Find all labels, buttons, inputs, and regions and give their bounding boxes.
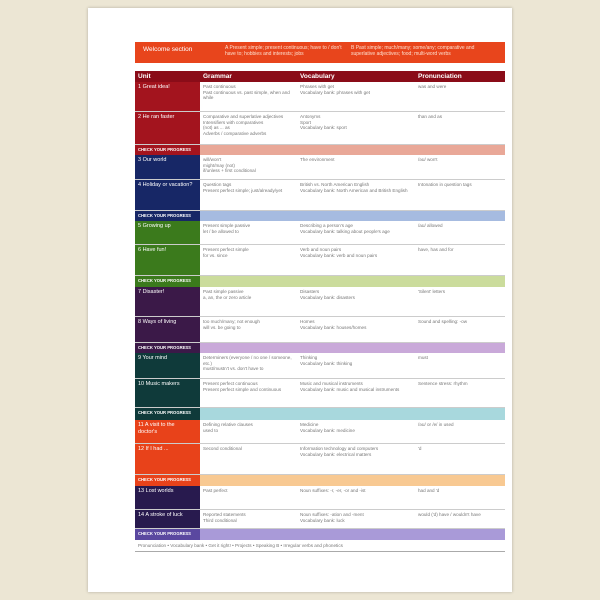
cell-grammar: Present perfect continuous Present perfe…	[203, 381, 282, 392]
cell-pronunciation: Sentence stress: rhythm	[418, 381, 468, 386]
cell-grammar: Defining relative clauses used to	[203, 422, 253, 433]
header-grammar: Grammar	[203, 73, 232, 80]
cell-grammar: Past simple passive a, an, the or zero a…	[203, 289, 252, 300]
check-your-progress-label: CHECK YOUR PROGRESS	[135, 276, 200, 287]
cell-unit: 8 Ways of living	[135, 317, 200, 342]
check-your-progress-label: CHECK YOUR PROGRESS	[135, 529, 200, 540]
cell-pronunciation: 'd	[418, 446, 422, 451]
cell-grammar: Present simple passive let / be allowed …	[203, 223, 251, 234]
cell-vocabulary: Music and musical instruments Vocabulary…	[300, 381, 400, 392]
cell-vocabulary: Thinking Vocabulary bank: thinking	[300, 355, 353, 366]
cell-vocabulary: Medicine Vocabulary bank: medicine	[300, 422, 355, 433]
check-your-progress-label: CHECK YOUR PROGRESS	[135, 408, 200, 420]
welcome-part-a: A Present simple; present continuous; ha…	[225, 45, 342, 57]
cell-pronunciation: Sound and spelling: -ow	[418, 319, 468, 324]
check-your-progress-label: CHECK YOUR PROGRESS	[135, 475, 200, 486]
check-your-progress-row: CHECK YOUR PROGRESS	[135, 211, 505, 221]
header-pronunciation: Pronunciation	[418, 73, 462, 80]
cell-pronunciation: /aʊ/ allowed	[418, 223, 443, 228]
table-row: 7 Disaster! Past simple passive a, an, th…	[135, 287, 505, 317]
check-your-progress-label: CHECK YOUR PROGRESS	[135, 343, 200, 353]
check-your-progress-label: CHECK YOUR PROGRESS	[135, 211, 200, 221]
cell-pronunciation: than and as	[418, 114, 443, 119]
table-row: 2 He ran faster Comparative and superlati…	[135, 112, 505, 145]
cell-vocabulary: Phrases with get Vocabulary bank: phrase…	[300, 84, 370, 95]
cell-vocabulary: Antonyms Sport Vocabulary bank: sport	[300, 114, 347, 131]
cell-pronunciation: /əʊ/ or /e/ in used	[418, 422, 454, 427]
table-row: 11 A visit to the doctor's Defining relat…	[135, 420, 505, 444]
table-header: Unit Grammar Vocabulary Pronunciation	[135, 71, 505, 82]
table-row: 3 Our world will/won't might/may (not) if…	[135, 155, 505, 180]
cell-unit: 6 Have fun!	[135, 245, 200, 275]
welcome-part-b: B Past simple; much/many; some/any; comp…	[351, 45, 475, 57]
table-row: 8 Ways of living too much/many; not enoug…	[135, 317, 505, 343]
header-vocabulary: Vocabulary	[300, 73, 335, 80]
cell-vocabulary: Noun suffixes: -r, -er, -or and -ist	[300, 488, 366, 493]
cell-grammar: will/won't might/may (not) if/unless + f…	[203, 157, 256, 174]
cell-pronunciation: must	[418, 355, 428, 360]
contents-table: Unit Grammar Vocabulary Pronunciation 1 …	[135, 71, 505, 552]
cell-grammar: Second conditional	[203, 446, 242, 451]
cell-grammar: Determiners (everyone / no one / someone…	[203, 355, 292, 372]
check-your-progress-label: CHECK YOUR PROGRESS	[135, 145, 200, 155]
table-row: 12 If I had ... Second conditional Informa…	[135, 444, 505, 475]
table-row: 14 A stroke of luck Reported statements T…	[135, 510, 505, 529]
cell-pronunciation: /əʊ/ won't	[418, 157, 438, 162]
cell-unit: 14 A stroke of luck	[135, 510, 200, 528]
cell-grammar: too much/many; not enough will vs. be go…	[203, 319, 260, 330]
cell-pronunciation: had and 'd	[418, 488, 440, 493]
cell-pronunciation: would ('d) have / wouldn't have	[418, 512, 481, 517]
cell-grammar: Reported statements Third conditional	[203, 512, 246, 523]
cell-grammar: Past perfect	[203, 488, 228, 493]
table-row: 5 Growing up Present simple passive let /…	[135, 221, 505, 245]
cell-vocabulary: Homes Vocabulary bank: houses/homes	[300, 319, 367, 330]
table-row: 13 Lost worlds Past perfect Noun suffixes:…	[135, 486, 505, 510]
cell-vocabulary: Describing a person's age Vocabulary ban…	[300, 223, 390, 234]
cell-grammar: Past continuous Past continuous vs. past…	[203, 84, 290, 101]
footer-links: Pronunciation • Vocabulary bank • Get it…	[135, 541, 505, 552]
cell-vocabulary: Verb and noun pairs Vocabulary bank: ver…	[300, 247, 378, 258]
welcome-title: Welcome section	[143, 46, 193, 53]
cell-unit: 2 He ran faster	[135, 112, 200, 144]
cell-unit: 4 Holiday or vacation?	[135, 180, 200, 210]
cell-unit: 10 Music makers	[135, 379, 200, 407]
cell-vocabulary: Noun suffixes: -ation and -ment Vocabula…	[300, 512, 364, 523]
cell-vocabulary: Information technology and computers Voc…	[300, 446, 379, 457]
cell-grammar: Comparative and superlative adjectives I…	[203, 114, 284, 136]
cell-unit: 11 A visit to the doctor's	[135, 420, 200, 443]
cell-unit: 3 Our world	[135, 155, 200, 179]
cell-unit: 9 Your mind	[135, 353, 200, 378]
header-unit: Unit	[138, 73, 151, 80]
cell-unit: 13 Lost worlds	[135, 486, 200, 509]
check-your-progress-row: CHECK YOUR PROGRESS	[135, 276, 505, 287]
check-your-progress-row: CHECK YOUR PROGRESS	[135, 529, 505, 540]
cell-pronunciation: was and were	[418, 84, 447, 89]
cell-vocabulary: Disasters Vocabulary bank: disasters	[300, 289, 355, 300]
cell-pronunciation: 'Silent' letters	[418, 289, 446, 294]
cell-unit: 12 If I had ...	[135, 444, 200, 474]
table-row: 6 Have fun! Present perfect simple for vs…	[135, 245, 505, 276]
cell-unit: 5 Growing up	[135, 221, 200, 244]
table-row: 10 Music makers Present perfect continuou…	[135, 379, 505, 408]
cell-pronunciation: Intonation in question tags	[418, 182, 472, 187]
table-row: 9 Your mind Determiners (everyone / no on…	[135, 353, 505, 379]
check-your-progress-row: CHECK YOUR PROGRESS	[135, 145, 505, 155]
cell-unit: 1 Great idea!	[135, 82, 200, 111]
cell-pronunciation: have, has and for	[418, 247, 454, 252]
check-your-progress-row: CHECK YOUR PROGRESS	[135, 343, 505, 353]
table-row: 4 Holiday or vacation? Question tags Pres…	[135, 180, 505, 211]
check-your-progress-row: CHECK YOUR PROGRESS	[135, 475, 505, 486]
cell-vocabulary: The environment	[300, 157, 335, 162]
welcome-section-banner: Welcome section A Present simple; presen…	[135, 42, 505, 63]
cell-vocabulary: British vs. North American English Vocab…	[300, 182, 408, 193]
cell-grammar: Question tags Present perfect simple; ju…	[203, 182, 283, 193]
cell-unit: 7 Disaster!	[135, 287, 200, 316]
table-row: 1 Great idea! Past continuous Past contin…	[135, 82, 505, 112]
cell-grammar: Present perfect simple for vs. since	[203, 247, 249, 258]
check-your-progress-row: CHECK YOUR PROGRESS	[135, 408, 505, 420]
